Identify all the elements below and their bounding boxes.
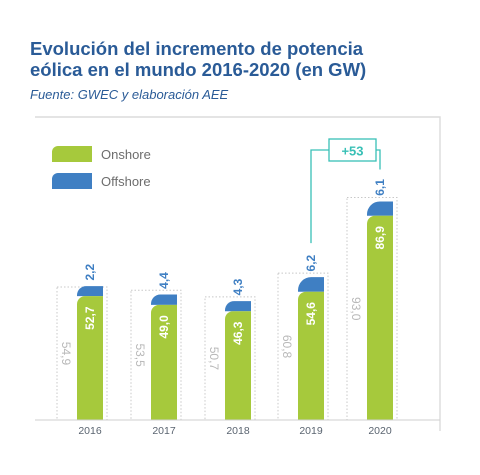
annotation-box xyxy=(328,138,377,162)
chart-frame xyxy=(35,116,441,431)
growth-annotation: +53 xyxy=(310,138,381,244)
bars-group: 54,9 52,7 2,2 53,5 49,0 4,4 50,7 46,3 4,3 60,8 54,… xyxy=(56,179,398,421)
offshore-value-label: 4,3 xyxy=(231,278,245,295)
total-label: 93,0 xyxy=(349,297,363,321)
total-bar-outline xyxy=(56,286,108,421)
annotation-label: +53 xyxy=(341,144,363,159)
legend-label-onshore: Onshore xyxy=(101,147,151,162)
legend-label-offshore: Offshore xyxy=(101,174,151,189)
total-label: 60,8 xyxy=(280,335,294,359)
x-tick-label: 2017 xyxy=(152,425,176,437)
annotation-bracket-right xyxy=(376,149,381,170)
offshore-bar xyxy=(298,277,324,292)
total-label: 50,7 xyxy=(207,347,221,371)
onshore-bar xyxy=(77,296,103,420)
x-tick-label: 2020 xyxy=(368,425,392,437)
chart-title-line-1: Evolución del incremento de potencia xyxy=(30,38,364,59)
total-bar-outline xyxy=(204,296,256,421)
chart-title: Evolución del incremento de potencia eól… xyxy=(30,38,470,80)
total-label: 53,5 xyxy=(133,343,147,367)
offshore-value-label: 4,4 xyxy=(157,272,171,289)
offshore-bar xyxy=(151,294,177,305)
onshore-bar xyxy=(225,311,251,420)
onshore-bar xyxy=(367,215,393,420)
legend-swatch-onshore xyxy=(52,146,92,162)
onshore-value-label: 86,9 xyxy=(373,226,387,250)
x-tick-label: 2019 xyxy=(299,425,323,437)
onshore-value-label: 49,0 xyxy=(157,315,171,339)
onshore-bar xyxy=(298,291,324,420)
x-tick-label: 2016 xyxy=(78,425,102,437)
offshore-value-label: 2,2 xyxy=(83,263,97,280)
x-tick-label: 2018 xyxy=(226,425,250,437)
x-axis: 2016 2017 2018 2019 2020 xyxy=(35,419,440,437)
onshore-value-label: 54,6 xyxy=(304,302,318,326)
total-bar-outline xyxy=(130,289,182,421)
onshore-value-label: 46,3 xyxy=(231,321,245,345)
offshore-bar xyxy=(225,301,251,312)
onshore-value-label: 52,7 xyxy=(83,306,97,330)
offshore-bar xyxy=(367,201,393,216)
offshore-value-label: 6,2 xyxy=(304,254,318,271)
annotation-bracket-left xyxy=(310,149,329,244)
chart-source: Fuente: GWEC y elaboración AEE xyxy=(30,87,229,102)
chart-legend: Onshore Offshore xyxy=(52,146,151,189)
total-label: 54,9 xyxy=(59,342,73,366)
offshore-value-label: 6,1 xyxy=(373,179,387,196)
chart-title-line-2: eólica en el mundo 2016-2020 (en GW) xyxy=(30,59,367,80)
legend-swatch-offshore xyxy=(52,173,92,189)
onshore-bar xyxy=(151,304,177,420)
offshore-bar xyxy=(77,286,103,297)
